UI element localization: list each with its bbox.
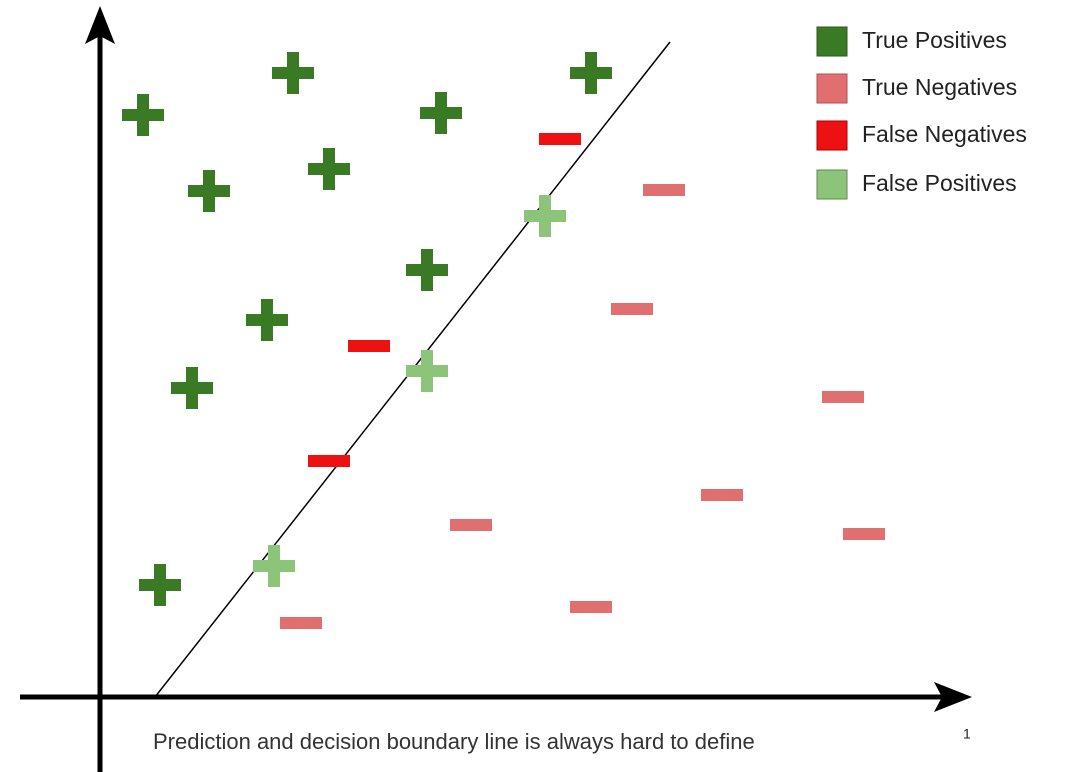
true-positive [188, 170, 230, 212]
false-negative [308, 455, 350, 467]
true-negative [843, 528, 885, 540]
true-negative [701, 489, 743, 501]
true-positive [246, 299, 288, 341]
caption: Prediction and decision boundary line is… [153, 729, 755, 754]
y-arrow [85, 6, 115, 44]
true-positive [570, 52, 612, 94]
false-negative [539, 133, 581, 145]
true-positive [406, 249, 448, 291]
true-positive [139, 564, 181, 606]
true-positive [272, 52, 314, 94]
false-positive [406, 350, 448, 392]
true-negative [643, 184, 685, 196]
x-arrow [934, 682, 972, 712]
legend-swatch [816, 26, 848, 57]
legend: True Positives True Negatives False Nega… [816, 26, 1027, 200]
legend-label: True Negatives [862, 74, 1017, 100]
true-positive [420, 92, 462, 134]
true-negative [280, 617, 322, 629]
legend-label: False Negatives [862, 121, 1027, 147]
false-positive [524, 195, 566, 237]
true-negative [822, 391, 864, 403]
true-negative [450, 519, 492, 531]
true-positive [171, 367, 213, 409]
false-positive [253, 545, 295, 587]
true-positive [122, 94, 164, 136]
true-positive [308, 148, 350, 190]
points [122, 52, 885, 629]
legend-swatch [816, 120, 848, 151]
false-negative [348, 340, 390, 352]
footnote-mark: 1 [963, 726, 971, 742]
legend-swatch [816, 73, 848, 104]
legend-swatch [816, 169, 848, 200]
legend-label: True Positives [862, 27, 1007, 53]
axes [20, 6, 972, 772]
true-negative [611, 303, 653, 315]
legend-label: False Positives [862, 170, 1017, 196]
true-negative [570, 601, 612, 613]
